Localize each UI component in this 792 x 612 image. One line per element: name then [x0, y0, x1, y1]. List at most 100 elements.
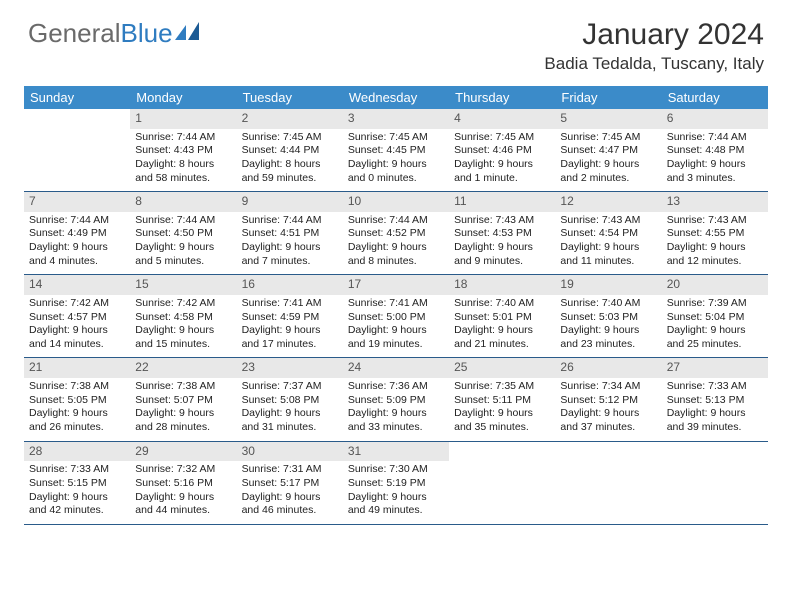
sunrise-text: Sunrise: 7:45 AM [242, 131, 338, 145]
daylight-text: and 0 minutes. [348, 172, 444, 186]
day-content: Sunrise: 7:45 AMSunset: 4:44 PMDaylight:… [237, 129, 343, 192]
daylight-text: and 14 minutes. [29, 338, 125, 352]
day-content: Sunrise: 7:45 AMSunset: 4:47 PMDaylight:… [555, 129, 661, 192]
day-cell [449, 442, 555, 524]
sunset-text: Sunset: 4:51 PM [242, 227, 338, 241]
sunset-text: Sunset: 5:13 PM [667, 394, 763, 408]
day-cell: 5Sunrise: 7:45 AMSunset: 4:47 PMDaylight… [555, 109, 661, 191]
day-header: Monday [130, 86, 236, 109]
sunrise-text: Sunrise: 7:45 AM [454, 131, 550, 145]
sunset-text: Sunset: 4:48 PM [667, 144, 763, 158]
day-content: Sunrise: 7:36 AMSunset: 5:09 PMDaylight:… [343, 378, 449, 441]
daylight-text: Daylight: 9 hours [454, 241, 550, 255]
week-row: 1Sunrise: 7:44 AMSunset: 4:43 PMDaylight… [24, 109, 768, 192]
sunrise-text: Sunrise: 7:30 AM [348, 463, 444, 477]
daylight-text: and 26 minutes. [29, 421, 125, 435]
day-cell: 12Sunrise: 7:43 AMSunset: 4:54 PMDayligh… [555, 192, 661, 274]
daylight-text: Daylight: 9 hours [667, 241, 763, 255]
daylight-text: and 35 minutes. [454, 421, 550, 435]
daylight-text: and 31 minutes. [242, 421, 338, 435]
daylight-text: Daylight: 9 hours [242, 324, 338, 338]
day-cell: 20Sunrise: 7:39 AMSunset: 5:04 PMDayligh… [662, 275, 768, 357]
day-number: 18 [449, 275, 555, 295]
day-content: Sunrise: 7:39 AMSunset: 5:04 PMDaylight:… [662, 295, 768, 358]
daylight-text: and 19 minutes. [348, 338, 444, 352]
day-header: Friday [555, 86, 661, 109]
sunrise-text: Sunrise: 7:32 AM [135, 463, 231, 477]
day-cell: 27Sunrise: 7:33 AMSunset: 5:13 PMDayligh… [662, 358, 768, 440]
sunrise-text: Sunrise: 7:38 AM [29, 380, 125, 394]
sunset-text: Sunset: 4:53 PM [454, 227, 550, 241]
sunset-text: Sunset: 5:01 PM [454, 311, 550, 325]
sunset-text: Sunset: 4:59 PM [242, 311, 338, 325]
day-content: Sunrise: 7:44 AMSunset: 4:52 PMDaylight:… [343, 212, 449, 275]
day-number: 19 [555, 275, 661, 295]
day-cell: 6Sunrise: 7:44 AMSunset: 4:48 PMDaylight… [662, 109, 768, 191]
day-cell: 3Sunrise: 7:45 AMSunset: 4:45 PMDaylight… [343, 109, 449, 191]
day-content: Sunrise: 7:34 AMSunset: 5:12 PMDaylight:… [555, 378, 661, 441]
sunrise-text: Sunrise: 7:42 AM [135, 297, 231, 311]
day-cell: 14Sunrise: 7:42 AMSunset: 4:57 PMDayligh… [24, 275, 130, 357]
logo-text-blue: Blue [121, 18, 173, 49]
daylight-text: Daylight: 9 hours [348, 324, 444, 338]
daylight-text: Daylight: 9 hours [560, 158, 656, 172]
day-number: 25 [449, 358, 555, 378]
day-cell: 31Sunrise: 7:30 AMSunset: 5:19 PMDayligh… [343, 442, 449, 524]
daylight-text: and 37 minutes. [560, 421, 656, 435]
day-content: Sunrise: 7:45 AMSunset: 4:45 PMDaylight:… [343, 129, 449, 192]
week-row: 7Sunrise: 7:44 AMSunset: 4:49 PMDaylight… [24, 192, 768, 275]
sunrise-text: Sunrise: 7:43 AM [560, 214, 656, 228]
day-number: 12 [555, 192, 661, 212]
day-cell: 22Sunrise: 7:38 AMSunset: 5:07 PMDayligh… [130, 358, 236, 440]
day-cell: 7Sunrise: 7:44 AMSunset: 4:49 PMDaylight… [24, 192, 130, 274]
daylight-text: Daylight: 9 hours [135, 241, 231, 255]
sunrise-text: Sunrise: 7:44 AM [667, 131, 763, 145]
sunrise-text: Sunrise: 7:33 AM [667, 380, 763, 394]
daylight-text: and 21 minutes. [454, 338, 550, 352]
day-content: Sunrise: 7:42 AMSunset: 4:58 PMDaylight:… [130, 295, 236, 358]
week-row: 21 Sunrise: 7:38 AMSunset: 5:05 PM Dayligh… [24, 358, 768, 441]
day-cell: 9Sunrise: 7:44 AMSunset: 4:51 PMDaylight… [237, 192, 343, 274]
day-header-row: SundayMondayTuesdayWednesdayThursdayFrid… [24, 86, 768, 109]
day-number: 1 [130, 109, 236, 129]
sunset-text: Sunset: 5:03 PM [560, 311, 656, 325]
sunset-text: Sunset: 5:04 PM [667, 311, 763, 325]
day-cell: 30Sunrise: 7:31 AMSunset: 5:17 PMDayligh… [237, 442, 343, 524]
daylight-text: and 3 minutes. [667, 172, 763, 186]
day-cell: 10Sunrise: 7:44 AMSunset: 4:52 PMDayligh… [343, 192, 449, 274]
day-number: 21 [24, 358, 130, 378]
sunrise-text: Sunrise: 7:41 AM [348, 297, 444, 311]
sunrise-text: Sunrise: 7:43 AM [454, 214, 550, 228]
daylight-text: and 23 minutes. [560, 338, 656, 352]
day-number: 15 [130, 275, 236, 295]
day-header: Sunday [24, 86, 130, 109]
sunrise-text: Sunrise: 7:43 AM [667, 214, 763, 228]
title-block: January 2024 Badia Tedalda, Tuscany, Ita… [544, 18, 764, 74]
day-header: Tuesday [237, 86, 343, 109]
sunrise-text: Sunrise: 7:44 AM [135, 131, 231, 145]
day-number: 3 [343, 109, 449, 129]
day-content: Sunrise: 7:44 AMSunset: 4:51 PMDaylight:… [237, 212, 343, 275]
sunset-text: Sunset: 4:54 PM [560, 227, 656, 241]
sunrise-text: Sunrise: 7:35 AM [454, 380, 550, 394]
daylight-text: Daylight: 9 hours [667, 158, 763, 172]
day-cell: 2Sunrise: 7:45 AMSunset: 4:44 PMDaylight… [237, 109, 343, 191]
sunset-text: Sunset: 5:05 PM [29, 394, 125, 408]
day-content: Sunrise: 7:40 AMSunset: 5:03 PMDaylight:… [555, 295, 661, 358]
daylight-text: Daylight: 9 hours [667, 407, 763, 421]
day-content: Sunrise: 7:40 AMSunset: 5:01 PMDaylight:… [449, 295, 555, 358]
sunrise-text: Sunrise: 7:41 AM [242, 297, 338, 311]
sunset-text: Sunset: 4:55 PM [667, 227, 763, 241]
sunset-text: Sunset: 5:12 PM [560, 394, 656, 408]
day-content: Sunrise: 7:44 AMSunset: 4:49 PMDaylight:… [24, 212, 130, 275]
day-content: Sunrise: 7:42 AMSunset: 4:57 PMDaylight:… [24, 295, 130, 358]
day-number: 30 [237, 442, 343, 462]
day-cell: 15Sunrise: 7:42 AMSunset: 4:58 PMDayligh… [130, 275, 236, 357]
day-cell: 25Sunrise: 7:35 AMSunset: 5:11 PMDayligh… [449, 358, 555, 440]
daylight-text: Daylight: 9 hours [454, 407, 550, 421]
day-content: Sunrise: 7:31 AMSunset: 5:17 PMDaylight:… [237, 461, 343, 524]
day-number: 7 [24, 192, 130, 212]
daylight-text: and 46 minutes. [242, 504, 338, 518]
day-number: 22 [130, 358, 236, 378]
day-number: 17 [343, 275, 449, 295]
